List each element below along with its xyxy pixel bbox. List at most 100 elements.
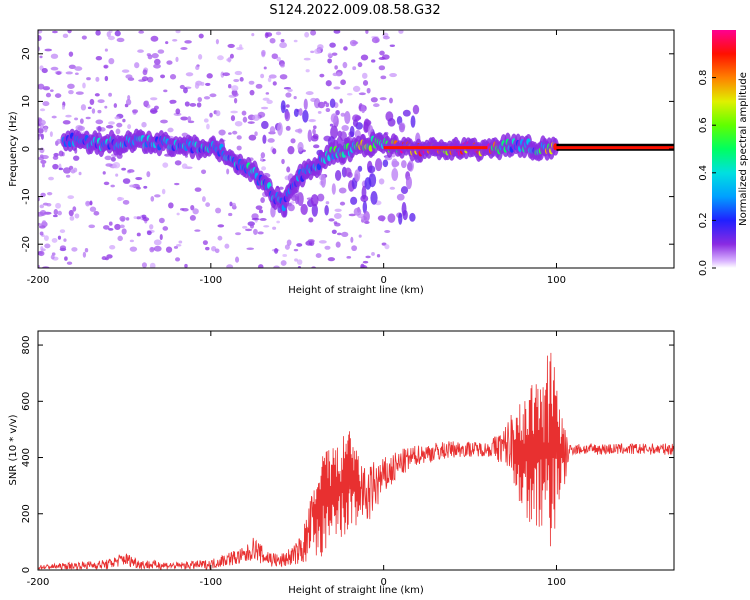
heatmap-noise-cell — [280, 100, 286, 114]
heatmap-noise-cell — [136, 232, 141, 237]
heatmap-noise-cell — [349, 125, 355, 138]
heatmap-noise-cell — [267, 138, 275, 143]
heatmap-noise-cell — [52, 30, 58, 34]
heatmap-noise-cell — [340, 112, 346, 117]
heatmap-noise-cell — [205, 202, 211, 207]
heatmap-noise-cell — [87, 106, 92, 110]
heatmap-noise-cell — [38, 119, 46, 126]
heatmap-noise-cell — [183, 87, 188, 94]
heatmap-noise-cell — [97, 99, 105, 104]
heatmap-noise-cell — [362, 200, 368, 214]
heatmap-noise-cell — [44, 243, 51, 249]
heatmap-noise-cell — [149, 246, 155, 253]
heatmap-noise-cell — [57, 235, 62, 240]
heatmap-noise-cell — [233, 78, 240, 83]
heatmap-noise-cell — [133, 216, 138, 219]
heatmap-noise-cell — [249, 223, 255, 229]
heatmap-noise-cell — [297, 141, 304, 152]
heatmap-noise-cell — [412, 104, 420, 115]
heatmap-noise-cell — [39, 209, 47, 216]
heatmap-noise-cell — [234, 70, 243, 76]
heatmap-noise-cell — [257, 231, 264, 235]
heatmap-noise-cell — [286, 239, 292, 246]
heatmap-noise-cell — [320, 173, 326, 188]
heatmap-noise-cell — [222, 72, 231, 77]
snr-y-tick-label: 600 — [21, 392, 32, 411]
heatmap-noise-cell — [308, 217, 314, 223]
heatmap-noise-cell — [348, 213, 356, 217]
heatmap-noise-cell — [352, 119, 359, 127]
heatmap-noise-cell — [106, 254, 113, 259]
heatmap-noise-cell — [239, 77, 244, 82]
heatmap-noise-cell — [162, 162, 169, 168]
heatmap-noise-cell — [398, 30, 404, 34]
heatmap-noise-cell — [378, 65, 386, 71]
heatmap-noise-cell — [371, 252, 375, 256]
heatmap-noise-cell — [230, 115, 236, 122]
heatmap-noise-cell — [47, 191, 53, 196]
heatmap-noise-cell — [137, 49, 144, 53]
spectrogram-x-tick-label: -100 — [199, 275, 222, 286]
heatmap-noise-cell — [389, 72, 398, 78]
heatmap-noise-cell — [371, 59, 376, 63]
heatmap-noise-cell — [136, 216, 141, 220]
heatmap-noise-cell — [104, 48, 108, 52]
heatmap-noise-cell — [42, 101, 50, 107]
heatmap-noise-cell — [138, 30, 145, 34]
heatmap-noise-cell — [39, 231, 44, 236]
heatmap-noise-cell — [317, 44, 324, 50]
heatmap-noise-cell — [125, 74, 133, 79]
heatmap-noise-cell — [362, 80, 369, 86]
heatmap-noise-cell — [64, 256, 68, 261]
heatmap-noise-cell — [129, 239, 134, 243]
heatmap-noise-cell — [248, 80, 255, 85]
heatmap-noise-cell — [363, 121, 369, 133]
spectrogram-y-tick-label: 20 — [21, 47, 32, 60]
heatmap-noise-cell — [165, 246, 173, 253]
heatmap-noise-cell — [65, 174, 71, 178]
heatmap-noise-cell — [293, 96, 297, 100]
heatmap-noise-cell — [180, 116, 188, 121]
heatmap-noise-cell — [38, 30, 43, 34]
heatmap-noise-cell — [246, 247, 255, 251]
heatmap-noise-cell — [313, 144, 320, 149]
heatmap-noise-cell — [45, 92, 52, 98]
heatmap-noise-cell — [310, 50, 315, 54]
heatmap-noise-cell — [307, 129, 313, 143]
heatmap-noise-cell — [341, 231, 349, 238]
heatmap-noise-cell — [142, 69, 148, 76]
heatmap-noise-cell — [175, 56, 179, 62]
heatmap-noise-cell — [169, 100, 174, 105]
heatmap-noise-cell — [230, 110, 238, 114]
heatmap-noise-cell — [379, 97, 387, 101]
heatmap-noise-cell — [261, 49, 266, 57]
heatmap-noise-cell — [314, 48, 321, 54]
heatmap-noise-cell — [287, 88, 293, 92]
heatmap-noise-cell — [352, 41, 359, 45]
heatmap-noise-cell — [95, 119, 104, 125]
heatmap-noise-cell — [312, 133, 319, 139]
heatmap-noise-cell — [112, 162, 121, 169]
heatmap-noise-cell — [43, 126, 48, 133]
heatmap-noise-cell — [194, 187, 202, 192]
heatmap-noise-cell — [198, 33, 204, 39]
heatmap-noise-cell — [382, 159, 389, 168]
heatmap-noise-cell — [189, 215, 196, 221]
heatmap-noise-cell — [59, 229, 66, 234]
heatmap-noise-cell — [305, 91, 314, 96]
heatmap-noise-cell — [409, 212, 416, 222]
heatmap-noise-cell — [312, 128, 316, 135]
heatmap-noise-cell — [327, 257, 336, 262]
heatmap-noise-cell — [49, 89, 54, 92]
heatmap-noise-cell — [344, 111, 351, 125]
heatmap-noise-cell — [281, 158, 285, 165]
heatmap-noise-cell — [53, 208, 59, 216]
heatmap-noise-cell — [189, 102, 197, 107]
spectrogram-x-tick-label: 0 — [380, 275, 386, 286]
heatmap-noise-cell — [334, 65, 338, 70]
heatmap-noise-cell — [284, 110, 291, 122]
heatmap-noise-cell — [175, 257, 181, 262]
heatmap-noise-cell — [58, 150, 64, 157]
heatmap-noise-cell — [373, 103, 380, 108]
heatmap-noise-cell — [54, 93, 62, 98]
